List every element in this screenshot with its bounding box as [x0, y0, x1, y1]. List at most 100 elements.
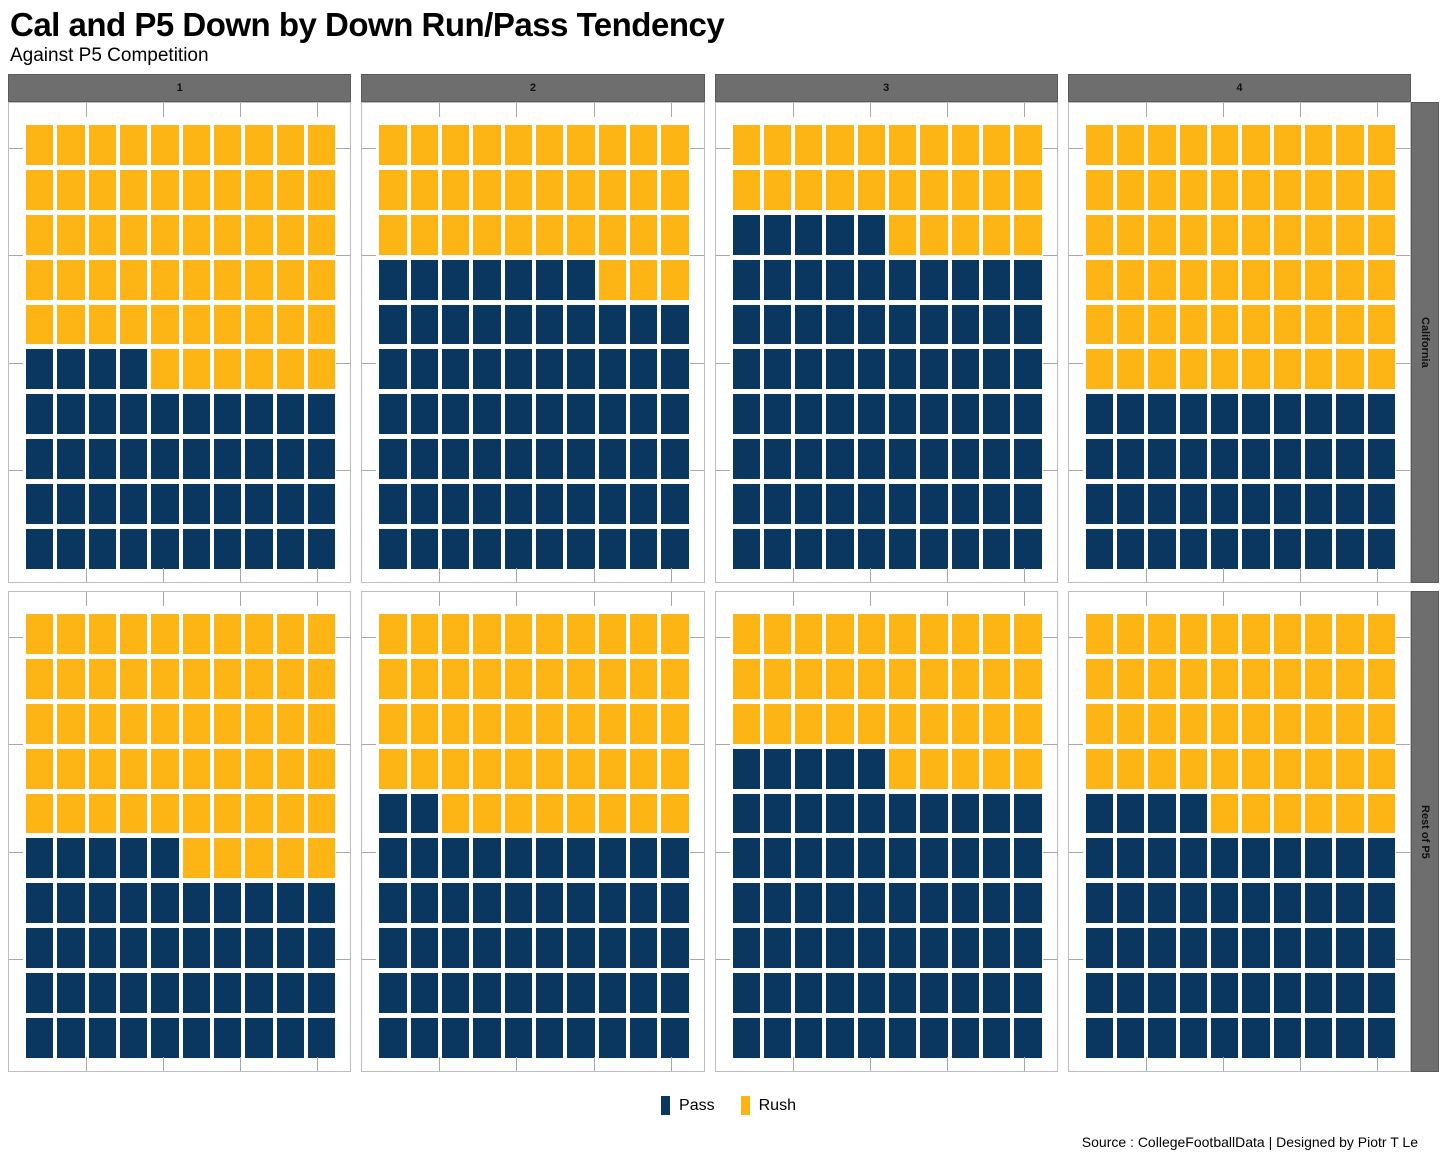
pass-tile [826, 304, 854, 345]
axis-tick [1396, 851, 1410, 853]
pass-tile [379, 259, 407, 300]
page-title: Cal and P5 Down by Down Run/Pass Tendenc… [10, 6, 725, 43]
rush-tile [763, 703, 792, 744]
waffle-panel [1067, 590, 1411, 1072]
pass-tile [535, 394, 564, 435]
rush-tile [1242, 793, 1270, 834]
axis-tick [362, 958, 377, 960]
axis-tick [1042, 958, 1057, 960]
pass-tile [441, 484, 470, 525]
rush-tile [920, 748, 948, 789]
rush-tile [379, 214, 407, 255]
pass-tile [1148, 529, 1176, 569]
pass-tile [889, 973, 917, 1014]
pass-tile [920, 394, 948, 435]
axis-tick [715, 255, 730, 257]
pass-tile [826, 838, 854, 879]
waffle-panel [714, 101, 1058, 583]
legend-item-pass: Pass [661, 1096, 715, 1116]
rush-tile [857, 169, 886, 210]
rush-tile [1211, 613, 1239, 654]
pass-tile [119, 439, 148, 480]
pass-tile [795, 484, 823, 525]
rush-tile [1148, 124, 1176, 165]
pass-tile [1242, 439, 1270, 480]
rush-tile [889, 658, 917, 699]
pass-tile [1179, 394, 1208, 435]
pass-tile [151, 883, 179, 924]
rush-tile [1305, 124, 1333, 165]
rush-tile [661, 259, 689, 300]
axis-tick [869, 1056, 871, 1071]
pass-tile [857, 838, 886, 879]
pass-tile [857, 793, 886, 834]
rush-tile [983, 124, 1011, 165]
rush-tile [276, 214, 304, 255]
rush-tile [567, 214, 595, 255]
waffle-10x10 [732, 124, 1042, 569]
pass-tile [57, 394, 85, 435]
rush-tile [1211, 304, 1239, 345]
axis-tick [317, 1056, 319, 1071]
pass-tile [473, 259, 501, 300]
rush-tile [1305, 613, 1333, 654]
pass-tile [857, 529, 886, 569]
pass-tile [951, 484, 980, 525]
pass-tile [1273, 529, 1302, 569]
pass-tile [826, 214, 854, 255]
pass-tile [1367, 973, 1395, 1014]
pass-tile [732, 748, 760, 789]
pass-tile [535, 259, 564, 300]
pass-tile [88, 529, 116, 569]
waffle-10x10 [26, 613, 336, 1058]
pass-tile [889, 304, 917, 345]
pass-tile [795, 973, 823, 1014]
axis-tick [1068, 851, 1083, 853]
rush-tile [88, 304, 116, 345]
rush-tile [951, 169, 980, 210]
rush-tile [1179, 124, 1208, 165]
rush-tile [535, 748, 564, 789]
axis-tick [792, 1056, 794, 1071]
pass-tile [88, 394, 116, 435]
waffle-panel [8, 590, 352, 1072]
axis-tick [1145, 102, 1147, 117]
pass-tile [1242, 838, 1270, 879]
pass-tile [441, 349, 470, 390]
pass-tile [795, 349, 823, 390]
rush-tile [26, 793, 54, 834]
rush-tile [1336, 349, 1364, 390]
pass-tile [504, 304, 532, 345]
rush-tile [598, 658, 626, 699]
rush-tile [57, 658, 85, 699]
rush-tile [504, 703, 532, 744]
pass-tile [1336, 928, 1364, 969]
pass-tile [213, 928, 242, 969]
axis-tick [593, 567, 595, 582]
rush-tile [26, 658, 54, 699]
rush-swatch [740, 1096, 750, 1116]
rush-tile [629, 214, 658, 255]
rush-tile [661, 703, 689, 744]
rush-tile [504, 169, 532, 210]
axis-tick [336, 636, 351, 638]
pass-tile [1211, 1018, 1239, 1058]
pass-tile [119, 1018, 148, 1058]
rush-tile [951, 748, 980, 789]
rush-tile [245, 259, 273, 300]
pass-tile [1305, 928, 1333, 969]
pass-tile [473, 394, 501, 435]
rush-tile [26, 304, 54, 345]
pass-tile [1148, 484, 1176, 525]
waffle-10x10 [26, 124, 336, 569]
axis-tick [362, 147, 377, 149]
rush-tile [1085, 613, 1114, 654]
pass-tile [920, 973, 948, 1014]
axis-tick [9, 469, 23, 471]
rush-tile [473, 169, 501, 210]
rush-tile [245, 304, 273, 345]
pass-tile [26, 439, 54, 480]
waffle-panel [361, 101, 705, 583]
axis-tick [946, 102, 948, 117]
pass-tile [441, 304, 470, 345]
